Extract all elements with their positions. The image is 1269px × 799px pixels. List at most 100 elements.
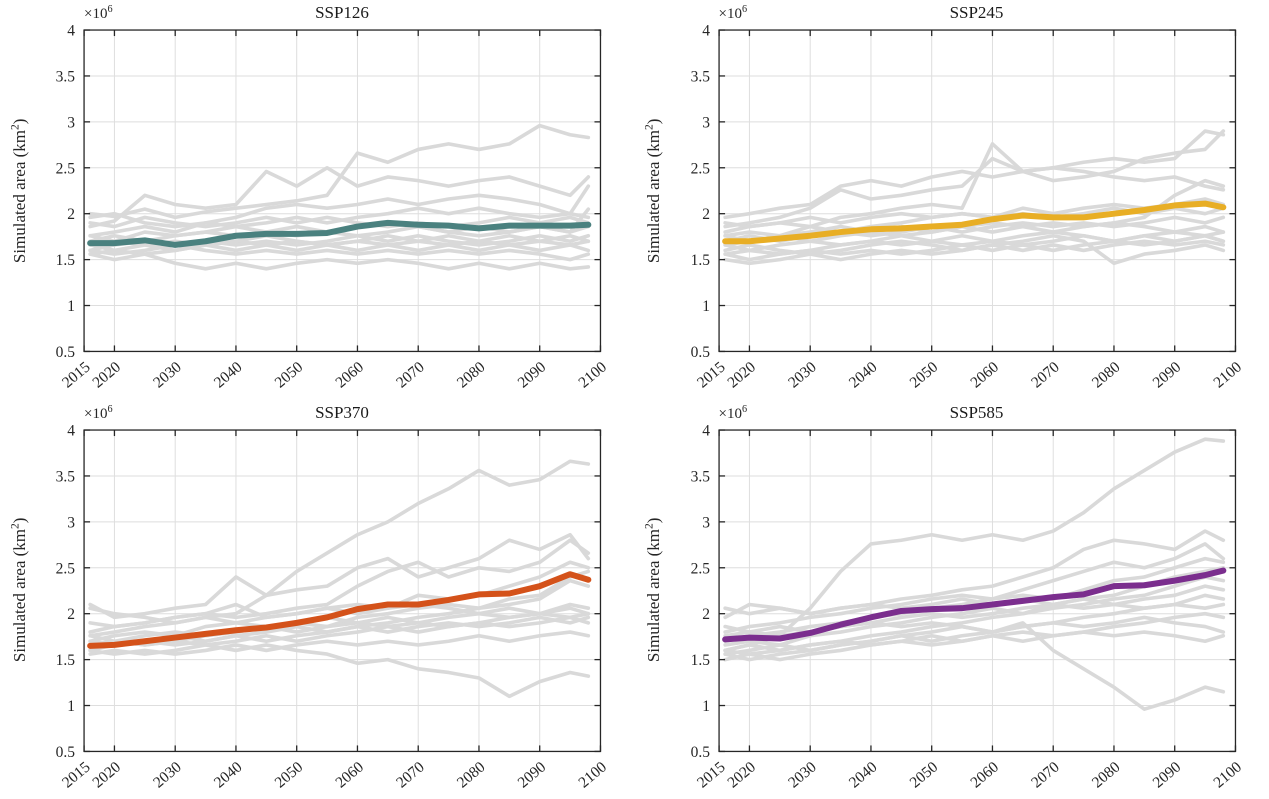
x-tick-label: 2080 bbox=[454, 758, 489, 791]
ensemble-member-line bbox=[722, 541, 1225, 634]
x-tick-label: 2080 bbox=[1088, 758, 1123, 791]
y-tick-label: 1 bbox=[702, 298, 710, 315]
x-tick-label: 2090 bbox=[515, 758, 550, 791]
y-tick-label: 3.5 bbox=[56, 468, 76, 485]
y-tick-label: 2 bbox=[67, 606, 75, 623]
ensemble-member-line bbox=[88, 252, 591, 271]
x-tick-label: 2050 bbox=[272, 758, 307, 791]
ensemble-member-line bbox=[722, 221, 1225, 247]
x-tick-label: 2090 bbox=[1149, 358, 1184, 391]
x-tick-label: 2100 bbox=[575, 358, 610, 391]
x-tick-label: 2040 bbox=[211, 358, 246, 391]
y-tick-label: 3.5 bbox=[56, 68, 76, 85]
chart-panel-ssp126: 0.5 1 1.5 2 2.5 3 3.5 4 2015 2020 2030 2040 2050 2060… bbox=[0, 0, 635, 400]
y-tick-label: 4 bbox=[67, 23, 75, 40]
x-tick-label: 2070 bbox=[1028, 358, 1063, 391]
y-tick-label: 1 bbox=[702, 698, 710, 715]
y-tick-label: 4 bbox=[702, 422, 710, 439]
ensemble-member-line bbox=[88, 633, 591, 698]
ensemble-mean-line bbox=[721, 200, 1226, 245]
x-tick-label: 2100 bbox=[575, 758, 610, 791]
ensemble-mean-line bbox=[87, 219, 592, 248]
x-tick-label: 2040 bbox=[845, 758, 880, 791]
y-tick-label: 0.5 bbox=[56, 743, 76, 760]
ensemble-member-line bbox=[722, 596, 1225, 615]
x-tick-label: 2040 bbox=[211, 758, 246, 791]
axes-box bbox=[83, 428, 602, 752]
x-tick-label: 2030 bbox=[150, 358, 185, 391]
x-tick-label: 2020 bbox=[89, 758, 124, 791]
y-tick-label: 4 bbox=[702, 23, 710, 40]
chart-panel-ssp585: 0.5 1 1.5 2 2.5 3 3.5 4 2015 2020 2030 2040 2050 2060… bbox=[635, 400, 1269, 799]
x-tick-label: 2080 bbox=[1088, 358, 1123, 391]
y-tick-label: 2 bbox=[67, 206, 75, 223]
ensemble-member-line bbox=[722, 615, 1225, 661]
x-tick-label: 2070 bbox=[393, 758, 428, 791]
y-tick-label: 0.5 bbox=[690, 344, 710, 361]
x-tick-label: 2090 bbox=[515, 358, 550, 391]
ensemble-member-line bbox=[88, 123, 591, 220]
axes-box bbox=[717, 29, 1236, 353]
y-tick-label: 1.5 bbox=[56, 652, 76, 669]
y-tick-label: 0.5 bbox=[690, 743, 710, 760]
x-tick-label: 2030 bbox=[785, 358, 820, 391]
y-tick-label: 1 bbox=[67, 698, 75, 715]
ensemble-member-line bbox=[88, 605, 591, 647]
y-tick-label: 2.5 bbox=[56, 160, 76, 177]
x-tick-label: 2090 bbox=[1149, 758, 1184, 791]
y-tick-label: 2.5 bbox=[690, 160, 710, 177]
ensemble-member-line bbox=[722, 142, 1225, 234]
x-tick-label: 2020 bbox=[89, 358, 124, 391]
y-tick-label: 2 bbox=[702, 606, 710, 623]
axes-box bbox=[83, 29, 602, 353]
y-tick-label: 3.5 bbox=[690, 68, 710, 85]
y-tick-label: 3 bbox=[67, 514, 75, 531]
x-tick-label: 2100 bbox=[1210, 758, 1245, 791]
ensemble-mean-line bbox=[87, 570, 592, 649]
ensemble-member-line bbox=[88, 233, 591, 253]
x-tick-label: 2020 bbox=[724, 358, 759, 391]
y-tick-label: 2 bbox=[702, 206, 710, 223]
y-tick-label: 2.5 bbox=[690, 560, 710, 577]
x-tick-label: 2015 bbox=[693, 358, 728, 391]
x-tick-label: 2040 bbox=[845, 358, 880, 391]
y-tick-label: 1 bbox=[67, 298, 75, 315]
x-tick-label: 2015 bbox=[59, 358, 94, 391]
x-tick-label: 2015 bbox=[693, 758, 728, 791]
x-tick-label: 2100 bbox=[1210, 358, 1245, 391]
x-tick-label: 2050 bbox=[272, 358, 307, 391]
x-tick-label: 2070 bbox=[1028, 758, 1063, 791]
ensemble-member-line bbox=[88, 184, 591, 238]
y-tick-label: 3 bbox=[702, 514, 710, 531]
y-tick-label: 1.5 bbox=[56, 252, 76, 269]
ensemble-member-line bbox=[88, 532, 591, 619]
ensemble-member-line bbox=[88, 605, 591, 628]
chart-panel-ssp370: 0.5 1 1.5 2 2.5 3 3.5 4 2015 2020 2030 2040 2050 2060… bbox=[0, 400, 635, 799]
y-tick-label: 1.5 bbox=[690, 652, 710, 669]
ensemble-member-line bbox=[722, 233, 1225, 262]
axes-box bbox=[717, 428, 1236, 752]
y-tick-label: 3.5 bbox=[690, 468, 710, 485]
x-tick-label: 2060 bbox=[967, 758, 1002, 791]
ensemble-member-line bbox=[88, 629, 591, 656]
x-tick-label: 2070 bbox=[393, 358, 428, 391]
x-tick-label: 2060 bbox=[332, 758, 367, 791]
x-tick-label: 2030 bbox=[150, 758, 185, 791]
ensemble-member-line bbox=[88, 215, 591, 229]
y-tick-label: 2.5 bbox=[56, 560, 76, 577]
ensemble-member-line bbox=[722, 629, 1225, 656]
x-tick-label: 2020 bbox=[724, 758, 759, 791]
chart-panel-ssp245: 0.5 1 1.5 2 2.5 3 3.5 4 2015 2020 2030 2040 2050 2060… bbox=[635, 0, 1269, 400]
y-tick-label: 4 bbox=[67, 422, 75, 439]
x-tick-label: 2060 bbox=[967, 358, 1002, 391]
y-tick-label: 0.5 bbox=[56, 344, 76, 361]
x-tick-label: 2060 bbox=[332, 358, 367, 391]
x-tick-label: 2030 bbox=[785, 758, 820, 791]
y-tick-label: 3 bbox=[702, 114, 710, 131]
y-tick-label: 3 bbox=[67, 114, 75, 131]
